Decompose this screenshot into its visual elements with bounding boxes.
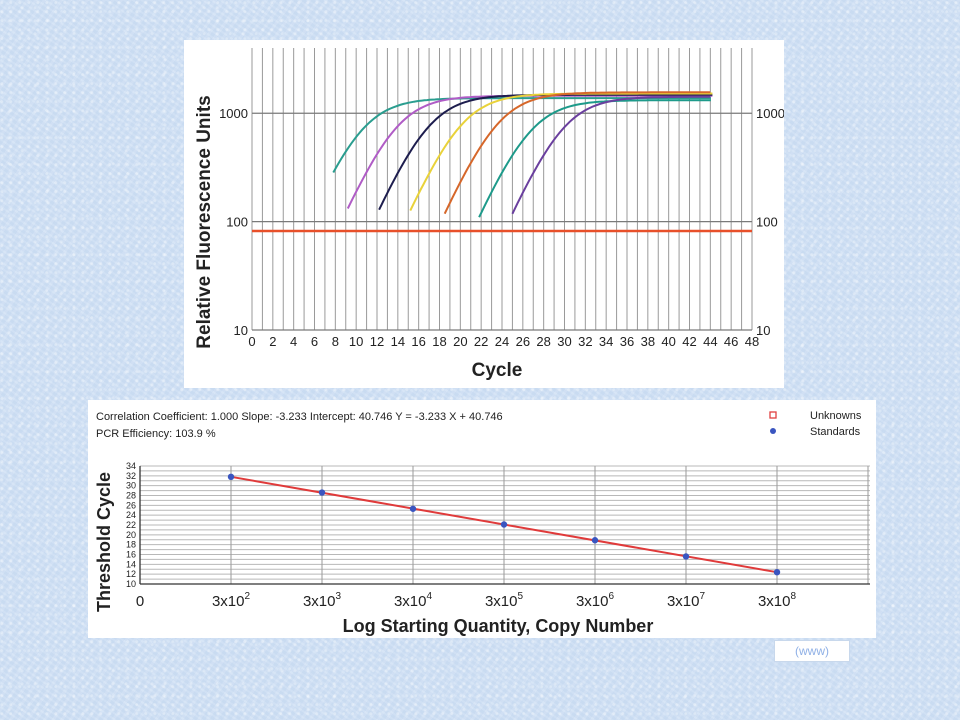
- y-axis-title: Threshold Cycle: [94, 472, 114, 612]
- x-tick-label: 20: [453, 334, 467, 349]
- legend-label: Standards: [810, 426, 861, 438]
- standard-point: [500, 521, 508, 528]
- amplification-curves: [332, 91, 713, 218]
- legend: Unknowns Standards: [769, 410, 862, 438]
- source-link[interactable]: (www): [774, 640, 850, 662]
- x-tick-label: 34: [599, 334, 613, 349]
- x-tick-label: 46: [724, 334, 738, 349]
- x-tick-label: 32: [578, 334, 592, 349]
- y-tick-label: 28: [126, 491, 136, 501]
- x-tick-label: 0: [248, 334, 255, 349]
- x-tick-label: 44: [703, 334, 717, 349]
- x-tick-label: 40: [661, 334, 675, 349]
- standard-point: [773, 569, 781, 576]
- amplification-grid: [251, 48, 753, 331]
- x-tick-label: 22: [474, 334, 488, 349]
- x-tick-label: 0: [136, 593, 144, 610]
- x-tick-label: 30: [557, 334, 571, 349]
- pcr-efficiency: PCR Efficiency: 103.9 %: [96, 428, 216, 440]
- y-tick-label: 20: [126, 530, 136, 540]
- legend-swatch-unknowns: [769, 411, 777, 419]
- amplification-curve-5: [443, 91, 711, 215]
- legend-label: Unknowns: [810, 410, 862, 422]
- standard-grid: [139, 465, 870, 585]
- x-tick-label: 14: [391, 334, 405, 349]
- x-tick-label: 36: [620, 334, 634, 349]
- x-tick-label: 42: [682, 334, 696, 349]
- x-tick-label: 3x102: [212, 591, 251, 610]
- x-tick-label: 3x103: [303, 591, 342, 610]
- amplification-plot: 0 2 4 6 8 10 12 14 16 18 20 22 24 26 28 30 32 34 36 38 40 42 4…: [184, 40, 784, 388]
- y-tick-label: 26: [126, 500, 136, 510]
- y-tick-label: 32: [126, 471, 136, 481]
- x-tick-label: 3x107: [667, 591, 706, 610]
- x-tick-label: 3x104: [394, 591, 433, 610]
- y-tick-label-right: 100: [756, 215, 778, 230]
- x-tick-label: 28: [536, 334, 550, 349]
- standard-curve-chart: Correlation Coefficient: 1.000 Slope: -3…: [94, 410, 870, 636]
- amplification-curve-7: [511, 95, 711, 215]
- x-tick-label: 26: [516, 334, 530, 349]
- x-tick-label: 38: [641, 334, 655, 349]
- legend-swatch-standards: [770, 428, 776, 434]
- amplification-curve-6: [478, 99, 711, 218]
- x-tick-label: 2: [269, 334, 276, 349]
- standard-point: [227, 473, 235, 481]
- y-tick-label: 18: [126, 540, 136, 550]
- x-tick-label: 4: [290, 334, 297, 349]
- y-tick-label: 30: [126, 481, 136, 491]
- y-tick-label-right: 10: [756, 323, 770, 338]
- standard-point: [591, 537, 599, 544]
- x-tick-label: 8: [332, 334, 339, 349]
- x-tick-label: 48: [745, 334, 759, 349]
- y-tick-label-left: 10: [234, 323, 248, 338]
- x-axis-title: Log Starting Quantity, Copy Number: [343, 616, 654, 636]
- y-tick-label: 24: [126, 510, 136, 520]
- y-tick-label: 14: [126, 559, 136, 569]
- x-tick-label: 3x106: [576, 591, 615, 610]
- y-tick-label: 34: [126, 461, 136, 471]
- y-tick-label: 16: [126, 550, 136, 560]
- standard-point: [318, 489, 326, 496]
- y-tick-label: 10: [126, 579, 136, 589]
- standards-points: [227, 473, 781, 576]
- y-axis-title: Relative Fluorescence Units: [194, 95, 215, 348]
- x-axis-title: Cycle: [472, 360, 523, 381]
- amplification-chart: 0 2 4 6 8 10 12 14 16 18 20 22 24 26 28 30 32 34 36 38 40 42 4…: [194, 48, 784, 381]
- y-tick-label-right: 1000: [756, 106, 784, 121]
- standard-point: [409, 505, 417, 512]
- y-tick-label: 22: [126, 520, 136, 530]
- standard-curve-plot: Correlation Coefficient: 1.000 Slope: -3…: [88, 400, 876, 638]
- x-tick-label: 3x105: [485, 591, 524, 610]
- x-tick-label: 10: [349, 334, 363, 349]
- x-tick-label: 6: [311, 334, 318, 349]
- y-tick-label-left: 1000: [219, 106, 248, 121]
- x-tick-label: 3x108: [758, 591, 797, 610]
- x-tick-label: 24: [495, 334, 509, 349]
- standard-point: [682, 553, 690, 560]
- x-tick-label: 16: [411, 334, 425, 349]
- x-tick-label: 12: [370, 334, 384, 349]
- y-tick-label: 12: [126, 569, 136, 579]
- x-tick-label: 18: [432, 334, 446, 349]
- y-tick-label-left: 100: [226, 215, 248, 230]
- regression-info: Correlation Coefficient: 1.000 Slope: -3…: [96, 411, 503, 423]
